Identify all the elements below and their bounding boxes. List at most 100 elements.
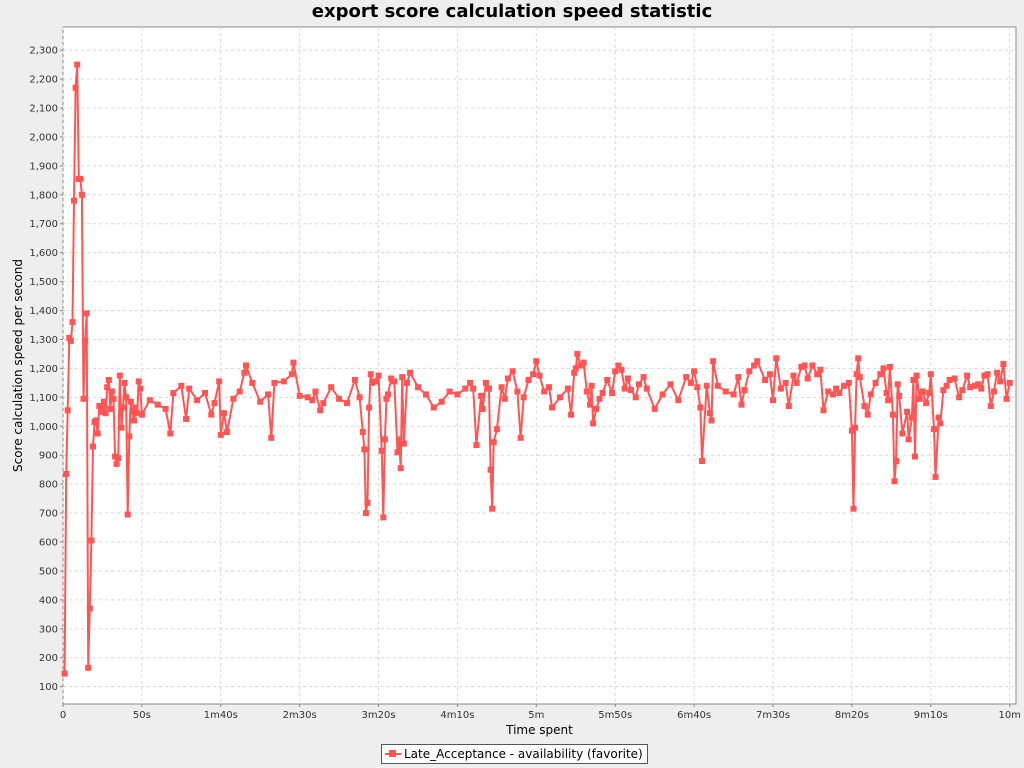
y-tick-label: 500: [39, 566, 58, 577]
data-point: [587, 401, 593, 408]
data-point: [224, 429, 231, 435]
data-point: [110, 395, 117, 402]
data-point: [407, 369, 414, 376]
data-point: [361, 446, 368, 453]
data-point: [533, 358, 540, 365]
data-point: [64, 407, 71, 414]
data-point: [746, 368, 753, 375]
data-point: [362, 510, 369, 517]
data-point: [861, 403, 868, 409]
data-point: [170, 390, 177, 396]
data-point: [978, 385, 985, 392]
data-point: [186, 385, 193, 392]
data-point: [493, 426, 500, 433]
data-point: [981, 372, 988, 379]
data-point: [994, 369, 1001, 376]
x-tick-label: 3m20s: [362, 710, 396, 721]
data-point: [891, 478, 898, 485]
data-point: [848, 427, 855, 434]
data-point: [271, 379, 278, 386]
data-point: [400, 440, 407, 447]
data-point: [118, 424, 125, 431]
data-point: [241, 369, 248, 376]
y-tick-label: 600: [39, 537, 58, 548]
data-point: [380, 514, 387, 521]
y-tick-label: 1,000: [29, 422, 58, 433]
data-point: [1003, 395, 1010, 402]
data-point: [913, 372, 920, 379]
data-point: [951, 375, 958, 382]
y-tick-label: 1,600: [29, 248, 58, 259]
data-point: [905, 436, 912, 443]
data-point: [817, 366, 824, 373]
data-point: [845, 379, 852, 386]
data-point: [864, 411, 871, 418]
data-point: [935, 414, 942, 421]
data-point: [446, 388, 453, 395]
data-point: [509, 368, 516, 375]
data-point: [804, 375, 811, 382]
data-point: [328, 384, 335, 391]
data-point: [137, 385, 144, 392]
data-point: [643, 385, 650, 392]
data-point: [116, 372, 123, 379]
data-point: [72, 84, 79, 91]
data-point: [265, 391, 272, 398]
data-point: [798, 363, 805, 370]
data-point: [867, 391, 874, 398]
data-point: [782, 379, 789, 386]
data-point: [975, 381, 982, 388]
legend: Late_Acceptance - availability (favorite…: [381, 744, 648, 764]
data-point: [621, 385, 628, 392]
legend-label: Late_Acceptance - availability (favorite…: [404, 747, 643, 761]
data-point: [615, 362, 622, 369]
y-tick-label: 1,900: [29, 161, 58, 172]
data-point: [67, 337, 74, 344]
data-point: [504, 375, 511, 382]
data-point: [63, 471, 70, 477]
data-point: [369, 379, 376, 386]
data-point: [404, 379, 410, 386]
data-point: [127, 398, 134, 405]
data-point: [236, 388, 243, 395]
data-point: [710, 358, 717, 365]
data-point: [530, 371, 537, 378]
chart-title: export score calculation speed statistic: [311, 1, 713, 22]
data-point: [85, 664, 92, 671]
data-point: [916, 395, 923, 402]
data-point: [932, 473, 939, 480]
data-point: [785, 403, 792, 409]
data-point: [364, 499, 371, 506]
data-point: [850, 505, 857, 512]
data-point: [773, 355, 780, 362]
data-point: [304, 394, 311, 401]
data-point: [123, 394, 130, 401]
y-tick-label: 1,800: [29, 190, 58, 201]
data-point: [129, 408, 136, 415]
data-point: [635, 381, 642, 388]
data-point: [964, 372, 971, 379]
data-point: [124, 511, 131, 518]
series-group: [61, 61, 1013, 677]
data-point: [498, 384, 505, 391]
data-point: [372, 378, 379, 385]
data-point: [590, 420, 597, 427]
data-point: [430, 404, 437, 411]
data-point: [940, 387, 947, 394]
data-point: [154, 401, 161, 408]
data-point: [102, 410, 109, 417]
data-point: [454, 391, 461, 398]
data-point: [691, 368, 698, 375]
y-tick-label: 1,700: [29, 219, 58, 230]
data-point: [754, 358, 761, 365]
data-point: [131, 417, 137, 424]
data-point: [904, 408, 911, 415]
data-point: [946, 377, 953, 383]
data-point: [546, 384, 552, 391]
data-point: [640, 374, 647, 381]
data-point: [359, 429, 366, 435]
data-point: [167, 430, 174, 437]
data-point: [356, 394, 363, 401]
data-point: [741, 387, 748, 394]
data-point: [541, 388, 548, 395]
